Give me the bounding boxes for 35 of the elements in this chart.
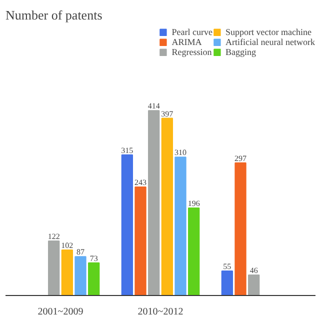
- bar: [61, 249, 73, 296]
- bar: [121, 154, 133, 296]
- legend-label: Regression: [172, 47, 212, 57]
- bar: [188, 207, 200, 296]
- legend-label: Support vector machine: [226, 27, 312, 37]
- bar: [221, 270, 233, 296]
- bar: [248, 274, 260, 296]
- data-label: 73: [90, 254, 98, 263]
- bar: [74, 256, 86, 296]
- bar: [148, 110, 160, 296]
- data-label: 87: [76, 248, 84, 257]
- bar: [161, 118, 173, 296]
- data-label: 55: [223, 262, 232, 271]
- bar: [48, 240, 60, 296]
- data-label: 397: [161, 109, 174, 118]
- legend-label: Pearl curve: [172, 27, 213, 37]
- data-label: 310: [174, 148, 186, 158]
- data-label: 297: [234, 154, 246, 163]
- data-label: 315: [121, 146, 134, 155]
- legend-label: ARIMA: [172, 37, 202, 47]
- data-label: 102: [61, 240, 74, 250]
- data-label: 46: [250, 266, 258, 275]
- x-tick-label: 2010~2012: [138, 306, 184, 318]
- legend-label: Bagging: [226, 47, 256, 57]
- data-label: 122: [48, 232, 60, 242]
- data-label: 414: [148, 102, 160, 111]
- legend-label: Artificial neural network: [226, 37, 315, 47]
- bar: [134, 186, 146, 296]
- bar: [174, 156, 186, 296]
- bar: [88, 262, 100, 296]
- data-label: 196: [188, 198, 200, 208]
- bar: [234, 162, 246, 296]
- data-label: 243: [134, 178, 146, 188]
- x-tick-label: 2001~2009: [38, 306, 84, 318]
- chart-title: Number of patents: [6, 8, 102, 22]
